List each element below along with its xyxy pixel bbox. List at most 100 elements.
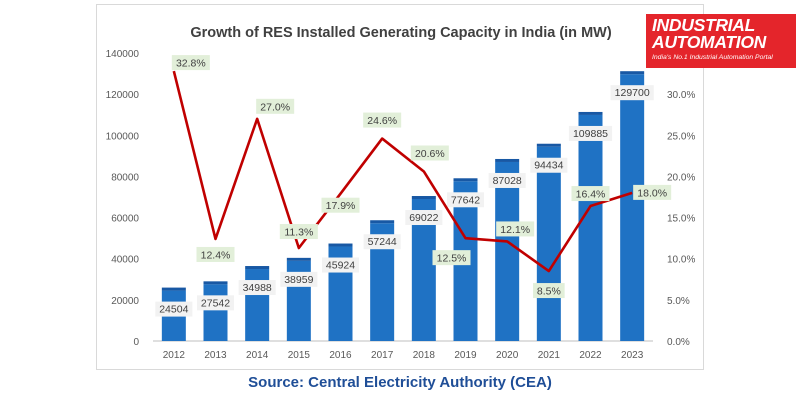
y-right-tick-label: 5.0%: [667, 296, 690, 307]
bar-cap: [536, 143, 561, 147]
bar-value-label-bg: [322, 257, 359, 273]
line-value-label: 11.3%: [284, 227, 313, 239]
x-tick-label: 2012: [163, 350, 186, 361]
y-left-tick-label: 20000: [111, 296, 139, 307]
bar-cap: [453, 178, 478, 182]
bar-value-label-bg: [155, 301, 193, 317]
bar-value-label-bg: [363, 234, 401, 250]
bar: [620, 74, 645, 341]
bar-value-label: 109885: [573, 128, 608, 140]
line-value-label: 12.1%: [500, 224, 530, 236]
x-tick-label: 2017: [371, 350, 394, 361]
bar-value-label-bg: [197, 295, 234, 311]
bar: [495, 161, 520, 341]
x-tick-label: 2016: [329, 350, 352, 361]
line-value-label-bg: [256, 98, 295, 114]
line-value-label-bg: [633, 184, 672, 200]
line-value-label: 27.0%: [260, 101, 290, 113]
line-value-label-bg: [496, 221, 535, 237]
bar-cap: [620, 71, 645, 75]
bar-value-label: 38959: [284, 274, 313, 286]
y-left-tick-label: 120000: [106, 90, 140, 101]
bar-cap: [328, 243, 353, 247]
x-tick-label: 2021: [538, 350, 561, 361]
bar-value-label-bg: [447, 192, 484, 208]
bar-value-label: 45924: [326, 260, 355, 272]
x-tick-label: 2018: [413, 350, 436, 361]
x-tick-label: 2020: [496, 350, 519, 361]
line-value-label-bg: [410, 145, 449, 161]
x-tick-label: 2013: [204, 350, 227, 361]
y-right-tick-label: 25.0%: [667, 131, 695, 142]
line-value-label: 17.9%: [326, 200, 356, 212]
y-right-tick-label: 30.0%: [667, 90, 695, 101]
line-value-label-bg: [279, 224, 318, 240]
bar-cap: [495, 158, 520, 162]
line-value-label: 8.5%: [537, 286, 561, 298]
y-left-tick-label: 60000: [111, 214, 139, 225]
bar-value-label-bg: [238, 280, 276, 296]
bar-value-label-bg: [405, 210, 443, 226]
y-left-tick-label: 0: [133, 337, 139, 348]
bar-value-label: 77642: [451, 194, 480, 206]
y-right-tick-label: 10.0%: [667, 255, 695, 266]
bar-value-label-bg: [530, 157, 568, 173]
bar: [245, 269, 270, 341]
chart-title: Growth of RES Installed Generating Capac…: [190, 25, 612, 41]
line-value-label-bg: [171, 55, 210, 71]
chart-frame: Growth of RES Installed Generating Capac…: [96, 4, 704, 370]
bar-value-label: 94434: [534, 160, 563, 172]
line-value-label: 12.4%: [201, 249, 231, 261]
line-value-label-bg: [321, 197, 360, 213]
bar: [578, 114, 603, 341]
line-value-label: 20.6%: [415, 148, 445, 160]
y-left-tick-label: 80000: [111, 172, 139, 183]
logo-line-1: INDUSTRIAL: [652, 15, 755, 35]
bar: [536, 146, 561, 341]
line-value-label: 12.5%: [437, 253, 467, 265]
logo-tagline: India's No.1 Industrial Automation Porta…: [652, 54, 773, 61]
y-left-tick-label: 40000: [111, 255, 139, 266]
x-tick-label: 2019: [454, 350, 477, 361]
bar-cap: [286, 257, 311, 261]
bar-value-label: 24504: [159, 304, 188, 316]
x-tick-label: 2022: [579, 350, 602, 361]
bar-cap: [245, 266, 270, 270]
line-value-label: 24.6%: [367, 115, 397, 127]
bar-value-label-bg: [488, 172, 526, 188]
bar-cap: [161, 287, 186, 291]
y-left-tick-label: 100000: [106, 131, 140, 142]
chart-svg: Growth of RES Installed Generating Capac…: [106, 25, 696, 361]
bar: [203, 284, 228, 341]
y-right-tick-label: 15.0%: [667, 214, 695, 225]
bar-value-label: 34988: [243, 282, 272, 294]
line-value-label-bg: [363, 112, 402, 128]
source-caption: Source: Central Electricity Authority (C…: [248, 374, 552, 391]
y-right-tick-label: 0.0%: [667, 337, 690, 348]
y-right-tick-label: 20.0%: [667, 172, 695, 183]
line-value-label-bg: [196, 246, 235, 262]
bar-value-label: 87028: [493, 175, 522, 187]
x-tick-label: 2015: [288, 350, 311, 361]
bar-cap: [411, 196, 436, 200]
x-tick-label: 2023: [621, 350, 644, 361]
y-left-tick-label: 140000: [106, 49, 140, 60]
bar-value-label: 57244: [368, 236, 397, 248]
bar-value-label-bg: [610, 85, 654, 101]
bar-cap: [370, 220, 395, 224]
bar-value-label: 69022: [409, 212, 438, 224]
line-value-label-bg: [432, 250, 471, 266]
line-value-label-bg: [571, 186, 610, 202]
bar-value-label-bg: [280, 271, 318, 287]
x-tick-label: 2014: [246, 350, 269, 361]
bar-value-label: 129700: [615, 87, 650, 99]
industrial-automation-logo: INDUSTRIAL AUTOMATION India's No.1 Indus…: [646, 14, 796, 68]
logo-line-2: AUTOMATION: [652, 32, 766, 52]
bar-cap: [578, 111, 603, 115]
bar-cap: [203, 281, 228, 285]
line-value-label: 16.4%: [576, 189, 606, 201]
line-value-label: 32.8%: [176, 58, 206, 70]
bar-value-label-bg: [568, 125, 613, 141]
growth-line: [172, 70, 633, 273]
bar-value-label: 27542: [201, 297, 230, 309]
